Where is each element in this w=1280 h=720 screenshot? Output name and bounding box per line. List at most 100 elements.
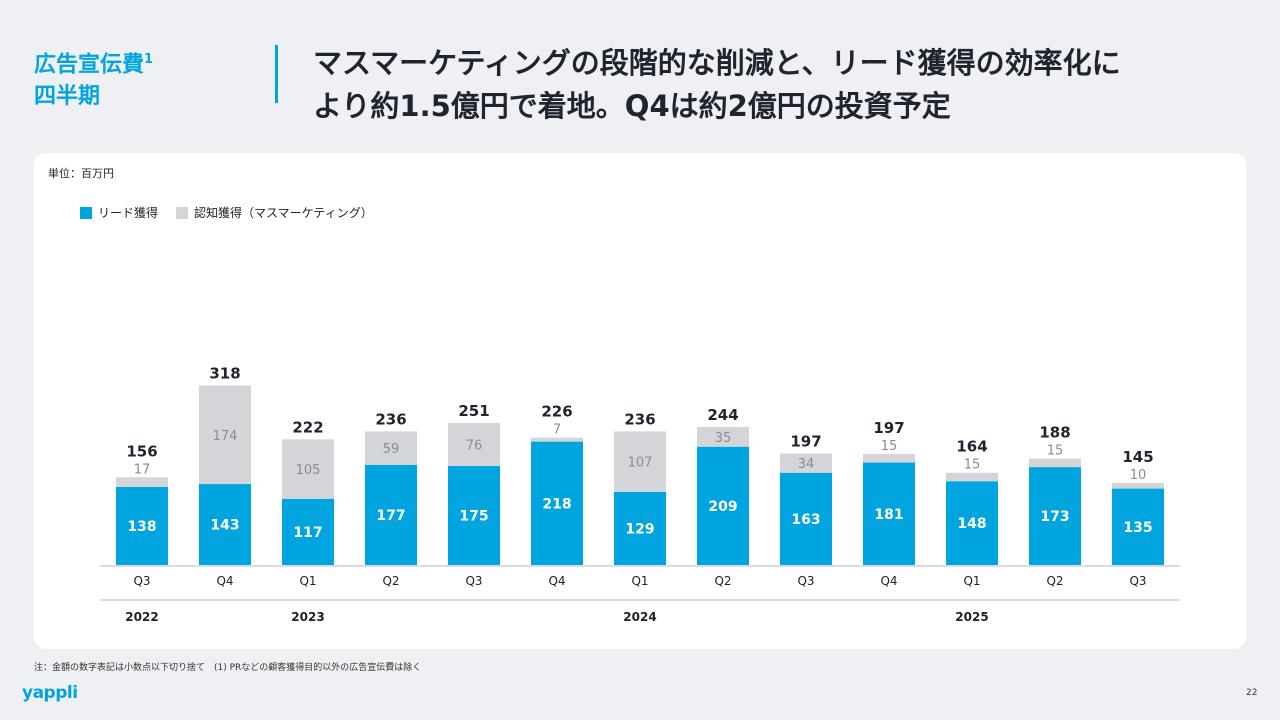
page-number: 22 <box>1246 688 1258 698</box>
total-label-12: 145 <box>1122 448 1153 466</box>
data-label-awareness-0: 17 <box>134 462 151 477</box>
bar-lead-3 <box>365 464 417 565</box>
data-label-lead-7: 209 <box>708 499 737 515</box>
total-label-5: 226 <box>541 403 572 421</box>
bar-awareness-5 <box>531 437 583 442</box>
data-label-awareness-7: 35 <box>715 431 732 446</box>
data-label-awareness-5: 7 <box>553 423 561 438</box>
bar-awareness-12 <box>1112 482 1164 489</box>
section-subtitle: 四半期 <box>34 84 101 110</box>
bar-lead-10 <box>946 481 998 565</box>
x-tick-label-1: Q4 <box>216 574 233 588</box>
bar-lead-7 <box>697 446 749 565</box>
data-label-awareness-12: 10 <box>1130 468 1147 483</box>
data-label-lead-6: 129 <box>625 521 654 537</box>
data-label-awareness-8: 34 <box>798 457 815 472</box>
year-label-3: 2025 <box>955 610 988 624</box>
data-label-awareness-3: 59 <box>383 442 400 457</box>
x-tick-label-4: Q3 <box>465 574 482 588</box>
x-tick-label-10: Q1 <box>963 574 980 588</box>
data-label-lead-8: 163 <box>791 512 820 528</box>
total-label-8: 197 <box>790 432 821 450</box>
total-label-9: 197 <box>873 419 904 437</box>
section-title: 広告宣伝費 <box>34 52 145 78</box>
total-label-2: 222 <box>292 418 323 436</box>
x-tick-label-2: Q1 <box>299 574 316 588</box>
bar-awareness-7 <box>697 426 749 447</box>
total-label-10: 164 <box>956 438 987 456</box>
data-label-lead-11: 173 <box>1040 509 1069 525</box>
data-label-lead-10: 148 <box>957 516 986 532</box>
bar-awareness-2 <box>282 439 334 499</box>
year-label-1: 2023 <box>291 610 324 624</box>
bar-lead-9 <box>863 462 915 565</box>
year-label-2: 2024 <box>623 610 656 624</box>
data-label-awareness-4: 76 <box>466 438 483 453</box>
x-tick-label-6: Q1 <box>631 574 648 588</box>
bar-lead-8 <box>780 472 832 565</box>
x-tick-label-8: Q3 <box>797 574 814 588</box>
x-tick-label-3: Q2 <box>382 574 399 588</box>
legend-item-lead: リード獲得 <box>80 204 158 221</box>
legend-label-awareness: 認知獲得（マスマーケティング） <box>194 206 373 220</box>
legend-label-lead: リード獲得 <box>98 206 159 220</box>
header-divider <box>275 45 278 103</box>
unit-label: 単位：百万円 <box>48 167 114 180</box>
yappli-logo: yappli <box>22 683 78 703</box>
total-label-11: 188 <box>1039 424 1070 442</box>
x-tick-label-9: Q4 <box>880 574 897 588</box>
bar-awareness-11 <box>1029 458 1081 468</box>
data-label-lead-1: 143 <box>210 518 239 534</box>
bar-lead-4 <box>448 465 500 565</box>
x-tick-label-7: Q2 <box>714 574 731 588</box>
x-tick-label-12: Q3 <box>1129 574 1146 588</box>
data-label-awareness-9: 15 <box>881 439 898 454</box>
x-tick-label-0: Q3 <box>133 574 150 588</box>
data-label-lead-9: 181 <box>874 507 903 523</box>
x-tick-label-11: Q2 <box>1046 574 1063 588</box>
headline-line-1: マスマーケティングの段階的な削減と、リード獲得の効率化に <box>313 46 1121 80</box>
bar-awareness-8 <box>780 453 832 473</box>
section-title-footnote-mark: 1 <box>144 52 154 67</box>
footnote: 注：金額の数字表記は小数点以下切り捨て (1) PRなどの顧客獲得目的以外の広告… <box>34 663 422 673</box>
data-label-lead-12: 135 <box>1123 520 1152 536</box>
bar-lead-1 <box>199 484 251 565</box>
bar-awareness-6 <box>614 431 666 492</box>
bar-lead-11 <box>1029 467 1081 565</box>
legend-item-awareness: 認知獲得（マスマーケティング） <box>176 204 373 221</box>
bar-lead-6 <box>614 491 666 565</box>
data-label-lead-3: 177 <box>376 508 405 524</box>
bar-awareness-9 <box>863 454 915 463</box>
total-label-4: 251 <box>458 402 489 420</box>
total-label-1: 318 <box>209 365 240 383</box>
legend-swatch-lead <box>80 206 92 219</box>
chart-legend: リード獲得 認知獲得（マスマーケティング） <box>80 204 373 221</box>
total-label-7: 244 <box>707 406 738 424</box>
data-label-lead-0: 138 <box>127 519 156 535</box>
data-label-awareness-10: 15 <box>964 458 981 473</box>
legend-swatch-awareness <box>176 206 189 219</box>
total-label-0: 156 <box>126 442 157 460</box>
section-title-block: 広告宣伝費1 四半期 <box>34 44 153 113</box>
data-label-lead-5: 218 <box>542 496 571 512</box>
bar-awareness-10 <box>946 472 998 482</box>
data-label-lead-4: 175 <box>459 508 488 524</box>
total-label-3: 236 <box>375 410 406 428</box>
data-label-awareness-6: 107 <box>628 456 653 471</box>
headline-line-2: より約1.5億円で着地。Q4は約2億円の投資予定 <box>313 89 951 123</box>
bar-awareness-4 <box>448 422 500 466</box>
bar-lead-2 <box>282 498 334 565</box>
bar-lead-0 <box>116 486 168 565</box>
headline: マスマーケティングの段階的な削減と、リード獲得の効率化に より約1.5億円で着地… <box>313 42 1253 128</box>
data-label-awareness-2: 105 <box>296 463 321 478</box>
total-label-6: 236 <box>624 410 655 428</box>
data-label-lead-2: 117 <box>293 525 322 541</box>
data-label-awareness-11: 15 <box>1047 444 1064 459</box>
bar-awareness-3 <box>365 431 417 465</box>
year-label-0: 2022 <box>125 610 158 624</box>
bar-awareness-0 <box>116 477 168 487</box>
bar-lead-5 <box>531 441 583 565</box>
x-tick-label-5: Q4 <box>548 574 565 588</box>
bar-awareness-1 <box>199 385 251 485</box>
